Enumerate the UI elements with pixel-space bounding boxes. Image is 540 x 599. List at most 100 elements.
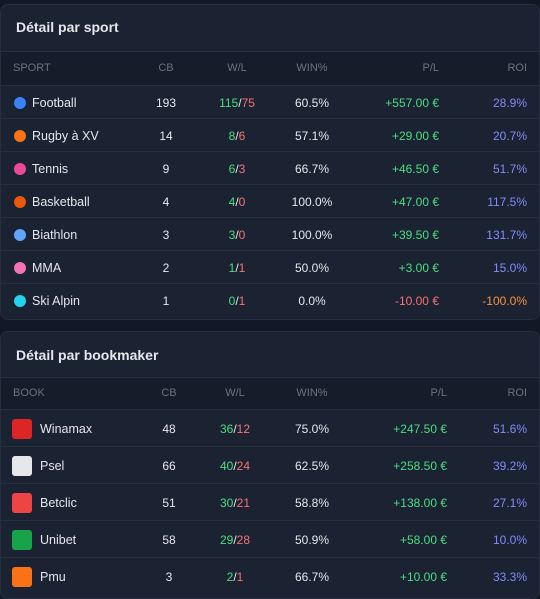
column-header: ROI (507, 62, 527, 74)
losses: 24 (236, 458, 251, 473)
profit-loss: +47.00 € (391, 194, 439, 209)
row-name: Tennis (32, 161, 69, 176)
table-row: Football 193 115/75 60.5% +557.00 € 28.9% (1, 85, 539, 119)
losses: 6 (238, 128, 246, 143)
wins: 115 (219, 95, 239, 110)
wl-cell: 8/6 (229, 129, 246, 143)
bookmaker-panel: Détail par bookmaker BOOK CB W/L WIN% P/L ROI W… (0, 331, 540, 599)
cb-cell: 3 (165, 569, 173, 584)
row-name: Ski Alpin (32, 293, 80, 308)
wl-cell: 115/75 (219, 96, 255, 110)
section-title: Détail par bookmaker (16, 347, 159, 363)
roi: 117.5% (487, 194, 527, 209)
column-header: W/L (225, 387, 245, 399)
losses: 28 (236, 532, 251, 547)
cb-cell: 14 (159, 128, 173, 143)
sport-icon (14, 129, 26, 142)
bookmaker-logo (12, 529, 32, 550)
cb-cell: 48 (162, 421, 176, 436)
wl-cell: 3/0 (229, 228, 246, 242)
wl-separator: / (235, 194, 239, 209)
row-name: Winamax (40, 421, 93, 436)
profit-loss: +258.50 € (393, 458, 447, 473)
roi: -100.0% (482, 293, 527, 308)
wl-separator: / (235, 227, 239, 242)
table-row: Tennis 9 6/3 66.7% +46.50 € 51.7% (1, 151, 539, 185)
wl-cell: 6/3 (229, 162, 246, 176)
wl-cell: 1/1 (229, 261, 246, 275)
row-name: Unibet (40, 532, 77, 547)
profit-loss: +247.50 € (393, 421, 447, 436)
roi: 51.6% (492, 421, 527, 436)
profit-loss: +46.50 € (391, 161, 439, 176)
column-header: WIN% (296, 62, 328, 74)
cb-cell: 66 (162, 458, 176, 473)
wl-cell: 29/28 (220, 533, 250, 547)
profit-loss: +58.00 € (399, 532, 447, 547)
bookmaker-logo (12, 566, 32, 587)
sport-icon (14, 96, 26, 109)
bookmaker-logo (12, 492, 32, 513)
column-header: BOOK (13, 387, 45, 399)
cb-cell: 4 (162, 194, 170, 209)
wl-cell: 4/0 (229, 195, 246, 209)
wl-separator: / (235, 293, 239, 308)
column-header: WIN% (296, 387, 328, 399)
row-name: Rugby à XV (32, 128, 99, 143)
wl-cell: 36/12 (220, 422, 250, 436)
sport-icon (14, 228, 26, 241)
row-name: Basketball (32, 194, 90, 209)
table-row: Basketball 4 4/0 100.0% +47.00 € 117.5% (1, 184, 539, 218)
row-name: Biathlon (32, 227, 78, 242)
losses: 12 (236, 421, 251, 436)
roi: 39.2% (492, 458, 527, 473)
wl-separator: / (235, 260, 239, 275)
column-header: W/L (227, 62, 247, 74)
wl-cell: 2/1 (227, 570, 244, 584)
roi: 51.7% (492, 161, 527, 176)
column-header: ROI (507, 387, 527, 399)
wins: 0 (228, 293, 236, 308)
wl-separator: / (233, 569, 237, 584)
wl-separator: / (233, 458, 237, 473)
losses: 21 (236, 495, 251, 510)
win-rate: 66.7% (294, 161, 330, 176)
row-name: Pmu (40, 569, 66, 584)
wins: 3 (228, 227, 236, 242)
wins: 30 (219, 495, 234, 510)
cb-cell: 58 (162, 532, 176, 547)
cb-cell: 3 (162, 227, 170, 242)
roi: 15.0% (492, 260, 527, 275)
wl-cell: 0/1 (229, 294, 246, 308)
sport-icon (14, 162, 26, 175)
profit-loss: -10.00 € (394, 293, 439, 308)
cb-cell: 2 (162, 260, 170, 275)
wins: 2 (226, 569, 234, 584)
column-header: CB (161, 387, 177, 399)
row-name: MMA (32, 260, 62, 275)
win-rate: 75.0% (294, 421, 330, 436)
roi: 33.3% (492, 569, 527, 584)
row-name: Psel (40, 458, 65, 473)
sport-icon (14, 195, 26, 208)
wl-separator: / (235, 128, 239, 143)
sport-icon (14, 294, 26, 307)
profit-loss: +10.00 € (399, 569, 447, 584)
losses: 3 (238, 161, 246, 176)
wins: 6 (228, 161, 236, 176)
row-name: Betclic (40, 495, 77, 510)
sport-panel: Détail par sport SPORT CB W/L WIN% P/L ROI Foot… (0, 4, 540, 320)
win-rate: 50.9% (294, 532, 330, 547)
roi: 131.7% (486, 227, 527, 242)
column-header: P/L (422, 62, 439, 74)
wl-cell: 30/21 (220, 496, 250, 510)
header-row: SPORT CB W/L WIN% P/L ROI (1, 51, 539, 86)
losses: 0 (238, 227, 246, 242)
wins: 8 (228, 128, 236, 143)
profit-loss: +39.50 € (391, 227, 439, 242)
win-rate: 0.0% (298, 293, 326, 308)
profit-loss: +557.00 € (385, 95, 439, 110)
header-row: BOOK CB W/L WIN% P/L ROI (1, 377, 539, 410)
win-rate: 100.0% (291, 194, 333, 209)
